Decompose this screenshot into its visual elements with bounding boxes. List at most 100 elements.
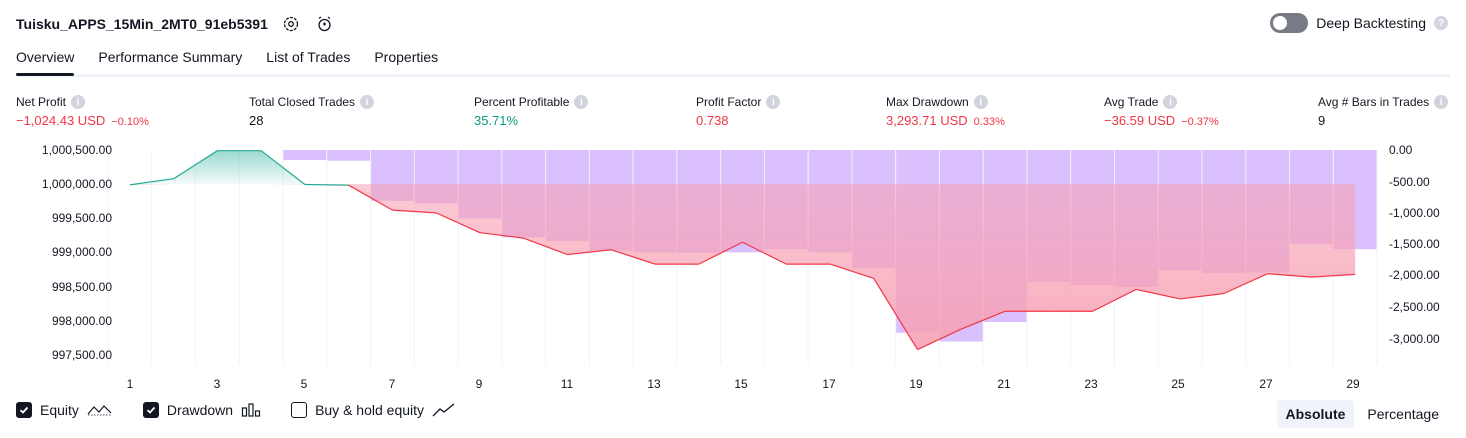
equity-line-segment [304,183,349,186]
drawdown-checkbox[interactable] [142,402,159,418]
legend-label: Buy & hold equity [315,402,425,418]
equity-axis-tick: 1,000,000.00 [41,177,112,191]
tab-list-of-trades[interactable]: List of Trades [266,49,351,65]
x-axis-tick: 1 [126,377,134,391]
info-icon[interactable]: i [766,95,781,109]
metric-label: Avg # Bars in Trades [1318,95,1430,109]
equity-line-segment [1267,273,1312,278]
equity-line-segment [260,150,306,185]
legend-equity[interactable]: Equity [16,402,113,418]
info-icon[interactable]: i [973,95,988,109]
equity-line-segment [435,212,481,234]
help-icon[interactable]: ? [1434,16,1448,30]
metric-max-drawdown: Max Drawdown i 3,293.71 USD 0.33% [886,94,1005,128]
drawdown-axis-tick: 0.00 [1389,143,1413,157]
drawdown-axis-tick: -1,000.00 [1389,206,1440,220]
equity-line-segment [873,278,919,350]
equity-line-segment [129,178,174,186]
metric-label: Avg Trade [1104,95,1159,109]
metric-value: 0.738 [696,113,729,128]
x-axis-tick: 13 [647,377,661,391]
x-axis-tick: 19 [909,377,923,391]
info-icon[interactable]: i [574,95,589,109]
buy-hold-checkbox[interactable] [291,402,308,418]
metric-percent: −0.10% [111,116,149,128]
tab-performance-summary[interactable]: Performance Summary [98,49,243,65]
info-icon[interactable]: i [1434,95,1449,109]
equity-line-segment [1092,288,1137,312]
metric-label: Max Drawdown [886,95,969,109]
info-icon[interactable]: i [71,95,86,109]
x-axis-tick: 25 [1171,377,1185,391]
metric-value: 28 [249,113,264,128]
info-icon[interactable]: i [360,95,375,109]
metric-avg-bars: Avg # Bars in Trades i 9 [1318,94,1449,128]
tab-properties[interactable]: Properties [374,49,439,65]
legend-drawdown[interactable]: Drawdown [142,402,261,418]
legend-label: Drawdown [166,402,234,418]
x-axis-tick: 23 [1084,377,1098,391]
x-axis-tick: 11 [560,377,574,391]
equity-line-segment [479,232,524,239]
strategy-header: Tuisku_APPS_15Min_2MT0_91eb5391 [16,12,336,36]
metric-label: Percent Profitable [474,95,570,109]
buy-hold-line-icon [432,403,455,417]
x-axis-tick: 7 [388,377,396,391]
percentage-button[interactable]: Percentage [1367,406,1439,422]
tab-overview[interactable]: Overview [16,42,75,76]
metric-label: Total Closed Trades [249,95,356,109]
metric-label: Profit Factor [696,95,762,109]
equity-line-segment [611,249,656,265]
equity-line-segment [698,241,743,265]
x-axis-tick: 29 [1346,377,1360,391]
metric-total-closed-trades: Total Closed Trades i 28 [249,94,375,128]
equity-positive-area [129,150,1356,185]
metric-percent: 0.33% [973,116,1005,128]
equity-axis-tick: 1,000,500.00 [41,143,112,157]
drawdown-axis-tick: -2,500.00 [1389,300,1440,314]
info-icon[interactable]: i [1163,95,1178,109]
drawdown-axis-tick: -3,000.00 [1389,332,1440,346]
equity-line-segment [1223,273,1268,295]
x-axis-tick: 17 [822,377,836,391]
gear-icon[interactable] [280,13,302,35]
equity-line-segment [392,209,437,214]
drawdown-bar [283,150,327,161]
x-axis-tick: 3 [213,377,221,391]
metric-value: 9 [1318,113,1326,128]
metric-net-profit: Net Profit i −1,024.43 USD −0.10% [16,94,149,128]
x-axis-tick: 27 [1259,377,1273,391]
add-alert-icon[interactable] [314,13,336,35]
drawdown-axis-tick: -1,500.00 [1389,237,1440,251]
equity-checkbox[interactable] [16,402,32,418]
equity-line-segment [742,241,787,265]
drawdown-axis-tick: -2,000.00 [1389,268,1440,282]
metric-value: 35.71% [474,113,519,128]
deep-backtesting-toggle[interactable] [1270,13,1309,33]
equity-line-icon [87,405,112,416]
equity-line-segment [173,150,218,180]
strategy-title: Tuisku_APPS_15Min_2MT0_91eb5391 [16,16,268,32]
legend-label: Equity [40,402,79,418]
metric-value: −36.59 USD [1104,113,1176,128]
x-axis-tick: 21 [997,377,1011,391]
drawdown-axis-tick: -500.00 [1389,175,1430,189]
metric-avg-trade: Avg Trade i −36.59 USD −0.37% [1104,94,1219,128]
equity-line-segment [917,328,962,351]
equity-line-segment [961,310,1006,330]
equity-axis-tick: 999,500.00 [51,211,112,225]
metric-label: Net Profit [16,95,67,109]
absolute-button[interactable]: Absolute [1276,400,1355,428]
value-mode-toggle: Absolute Percentage [1276,400,1449,428]
equity-line-segment [829,263,874,280]
equity-line-segment [1311,273,1356,278]
legend-buy-hold[interactable]: Buy & hold equity [291,402,456,418]
metric-percent: −0.37% [1181,116,1219,128]
metric-profit-factor: Profit Factor i 0.738 [696,94,781,128]
equity-axis-tick: 998,000.00 [51,314,112,328]
equity-axis-tick: 998,500.00 [51,280,112,294]
equity-axis-tick: 999,000.00 [51,245,112,259]
x-axis-tick: 9 [475,377,483,391]
chart-legend: Equity Drawdown Buy & hold equity [16,402,486,418]
